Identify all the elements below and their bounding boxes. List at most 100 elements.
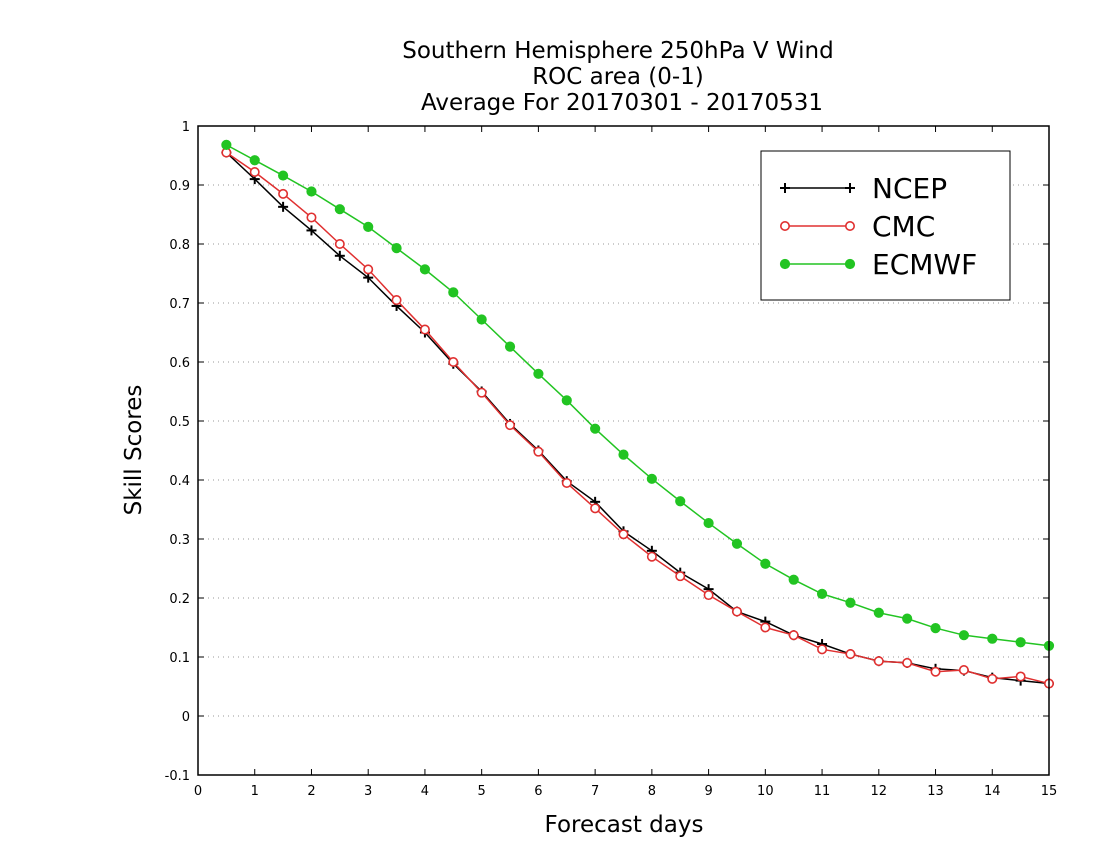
legend-ecmwf-marker-end	[844, 258, 856, 270]
x-tick-label: 13	[927, 784, 944, 799]
cmc-data-point	[873, 656, 884, 667]
cmc-data-point	[817, 644, 828, 655]
ecmwf-data-point	[249, 155, 260, 166]
ecmwf-data-point	[419, 264, 431, 275]
ecmwf-data-point	[788, 574, 799, 585]
x-tick-label: 4	[421, 784, 429, 799]
ncep-data-point	[306, 225, 317, 236]
cmc-data-point	[278, 188, 289, 199]
ecmwf-data-point	[731, 538, 743, 549]
chart-title-line-1: Southern Hemisphere 250hPa V Wind	[402, 38, 833, 64]
ecmwf-data-point	[618, 449, 629, 460]
ecmwf-data-point	[221, 139, 232, 150]
x-tick-label: 1	[251, 784, 259, 799]
y-tick-label: 0	[182, 710, 190, 725]
ecmwf-data-point	[363, 221, 374, 232]
ncep-data-point	[334, 250, 345, 261]
cmc-data-point	[987, 673, 998, 684]
ecmwf-data-point	[646, 473, 657, 484]
x-tick-label: 10	[757, 784, 774, 799]
cmc-data-point	[419, 324, 430, 335]
chart-title-line-2: ROC area (0-1)	[532, 64, 704, 90]
ecmwf-data-point	[760, 558, 771, 569]
cmc-data-point	[618, 529, 629, 540]
legend-cmc-label: CMC	[872, 210, 935, 243]
ecmwf-data-point	[930, 622, 941, 634]
ecmwf-series-points	[221, 139, 1055, 651]
ecmwf-data-point	[306, 186, 317, 197]
x-tick-label: 7	[591, 784, 599, 799]
ecmwf-data-point	[816, 588, 828, 599]
legend-ecmwf-marker-start	[779, 258, 791, 270]
y-tick-label: 0.4	[169, 474, 190, 489]
ecmwf-data-point	[958, 630, 970, 641]
ecmwf-data-point	[334, 204, 345, 215]
cmc-data-point	[476, 387, 487, 398]
x-tick-label: 15	[1041, 784, 1058, 799]
ecmwf-data-point	[987, 633, 998, 644]
y-tick-label: 0.5	[169, 415, 190, 430]
plot-frame	[197, 125, 1050, 776]
ecmwf-data-point	[902, 613, 913, 624]
x-tick-label: 2	[307, 784, 315, 799]
cmc-data-point	[561, 477, 572, 488]
cmc-data-point	[448, 356, 459, 367]
legend-ncep-label: NCEP	[872, 172, 947, 205]
legend-cmc-marker-start	[779, 221, 790, 232]
cmc-data-point	[675, 571, 686, 582]
cmc-data-point	[363, 264, 374, 275]
cmc-data-point	[703, 590, 714, 601]
x-tick-label: 11	[814, 784, 831, 799]
ecmwf-data-point	[476, 314, 487, 325]
cmc-data-point	[646, 551, 657, 562]
y-tick-label: 0.9	[169, 179, 190, 194]
cmc-data-point	[306, 212, 317, 223]
cmc-data-point	[930, 666, 941, 677]
y-axis: -0.1 0 0.1 0.2 0.3 0.4 0.5 0.6 0.7 0.8 0.9 1	[165, 120, 1049, 784]
x-tick-label: 6	[534, 784, 542, 799]
cmc-data-point	[845, 649, 856, 660]
cmc-data-point	[788, 630, 799, 641]
cmc-data-point	[902, 657, 913, 668]
series-layer	[221, 139, 1055, 689]
cmc-data-point	[391, 295, 402, 306]
cmc-series-points	[221, 147, 1055, 689]
y-tick-label: 1	[182, 120, 190, 135]
ecmwf-data-point	[675, 496, 686, 507]
ecmwf-data-point	[1015, 637, 1026, 648]
x-tick-label: 14	[984, 784, 1001, 799]
cmc-data-point	[958, 664, 969, 675]
ecmwf-data-point	[448, 287, 459, 298]
ecmwf-data-point	[278, 170, 289, 181]
x-tick-label: 12	[871, 784, 888, 799]
legend-cmc-marker-end	[844, 221, 855, 232]
ecmwf-data-point	[873, 607, 884, 618]
ecmwf-data-point	[590, 423, 601, 434]
cmc-data-point	[249, 167, 260, 178]
y-tick-label: 0.7	[169, 297, 190, 312]
x-tick-label: 8	[648, 784, 656, 799]
y-tick-label: 0.2	[169, 592, 190, 607]
cmc-data-point	[731, 606, 742, 617]
chart-title-line-3: Average For 20170301 - 20170531	[421, 90, 823, 116]
ecmwf-data-point	[533, 368, 544, 379]
cmc-data-point	[590, 503, 601, 514]
cmc-data-point	[505, 420, 516, 431]
y-tick-label: 0.8	[169, 238, 190, 253]
ecmwf-data-point	[845, 597, 856, 608]
ecmwf-data-point	[504, 341, 516, 352]
x-axis-title: Forecast days	[545, 812, 704, 838]
cmc-data-point	[1015, 671, 1026, 682]
ecmwf-data-point	[561, 395, 572, 406]
ncep-data-point	[278, 201, 289, 212]
legend-ncep-marker-end	[845, 183, 855, 193]
ecmwf-data-point	[703, 517, 714, 529]
y-tick-label: 0.6	[169, 356, 190, 371]
legend-ecmwf-label: ECMWF	[872, 248, 977, 281]
legend: NCEP CMC ECMWF	[760, 150, 1011, 301]
x-tick-label: 3	[364, 784, 372, 799]
y-tick-label: 0.1	[169, 651, 190, 666]
legend-box	[760, 150, 1011, 301]
y-tick-label: 0.3	[169, 533, 190, 548]
